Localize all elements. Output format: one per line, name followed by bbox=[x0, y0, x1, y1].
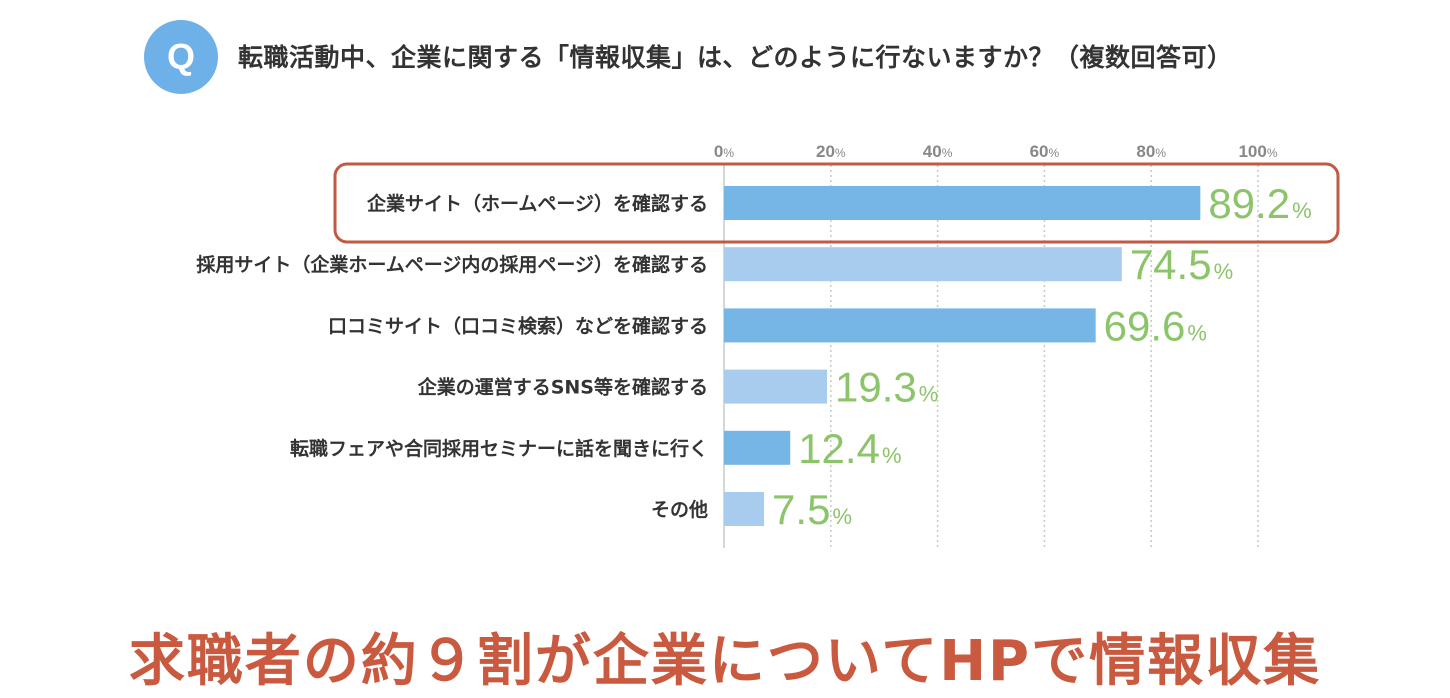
x-tick-label: 0% bbox=[714, 142, 734, 161]
bar-chart: 0% 20% 40% 60% 80% 100% 企業サイト（ホームページ）を確認する採用サ… bbox=[196, 142, 1340, 548]
bar bbox=[724, 369, 828, 404]
category-label: その他 bbox=[651, 498, 708, 521]
value-unit: % bbox=[832, 504, 852, 529]
category-label: 口コミサイト（口コミ検索）などを確認する bbox=[328, 314, 708, 337]
x-tick-label: 20% bbox=[816, 142, 846, 161]
value-labels: 89.2% 74.5% 69.6% 19.3% 12.4% 7.5% bbox=[772, 180, 1312, 533]
x-tick-label: 100% bbox=[1238, 142, 1277, 161]
value-unit: % bbox=[919, 382, 939, 407]
value-label: 74.5% bbox=[1130, 241, 1233, 288]
x-tick-unit: % bbox=[835, 146, 846, 160]
bar bbox=[724, 430, 791, 465]
highlight-box bbox=[333, 162, 1340, 244]
x-axis-ticks: 0% 20% 40% 60% 80% 100% bbox=[714, 142, 1278, 161]
x-tick-label: 80% bbox=[1136, 142, 1166, 161]
value-unit: % bbox=[1292, 198, 1312, 223]
value-unit: % bbox=[1214, 259, 1234, 284]
highlight-frame bbox=[333, 162, 1340, 244]
value-unit: % bbox=[882, 443, 902, 468]
value-label: 19.3% bbox=[835, 364, 938, 411]
category-label: 企業の運営するSNS等を確認する bbox=[417, 376, 708, 399]
bar bbox=[724, 247, 1122, 282]
x-tick-unit: % bbox=[723, 146, 734, 160]
x-tick-unit: % bbox=[1155, 146, 1166, 160]
category-labels: 企業サイト（ホームページ）を確認する採用サイト（企業ホームページ内の採用ページ）… bbox=[196, 192, 708, 521]
x-tick-label: 40% bbox=[923, 142, 953, 161]
x-tick-unit: % bbox=[1049, 146, 1060, 160]
question-text: 転職活動中、企業に関する「情報収集」は、どのように行ないますか？（複数回答可） bbox=[238, 43, 1233, 72]
category-label: 採用サイト（企業ホームページ内の採用ページ）を確認する bbox=[196, 253, 708, 276]
value-label: 89.2% bbox=[1208, 180, 1311, 227]
bar bbox=[724, 186, 1201, 220]
headline: 求職者の約９割が企業についてHPで情報収集 bbox=[128, 629, 1322, 694]
grid-lines bbox=[723, 165, 1259, 548]
value-label: 7.5% bbox=[772, 486, 852, 533]
value-label: 69.6% bbox=[1104, 302, 1207, 349]
category-label: 転職フェアや合同採用セミナーに話を聞きに行く bbox=[290, 437, 708, 460]
value-unit: % bbox=[1187, 320, 1207, 345]
bar bbox=[724, 308, 1096, 343]
x-tick-label: 60% bbox=[1030, 142, 1060, 161]
bar bbox=[724, 492, 765, 526]
category-label: 企業サイト（ホームページ）を確認する bbox=[366, 192, 708, 215]
x-tick-unit: % bbox=[1267, 146, 1278, 160]
value-label: 12.4% bbox=[798, 425, 901, 472]
x-tick-unit: % bbox=[942, 146, 953, 160]
question-badge: Q bbox=[144, 20, 218, 94]
bars bbox=[724, 186, 1201, 526]
